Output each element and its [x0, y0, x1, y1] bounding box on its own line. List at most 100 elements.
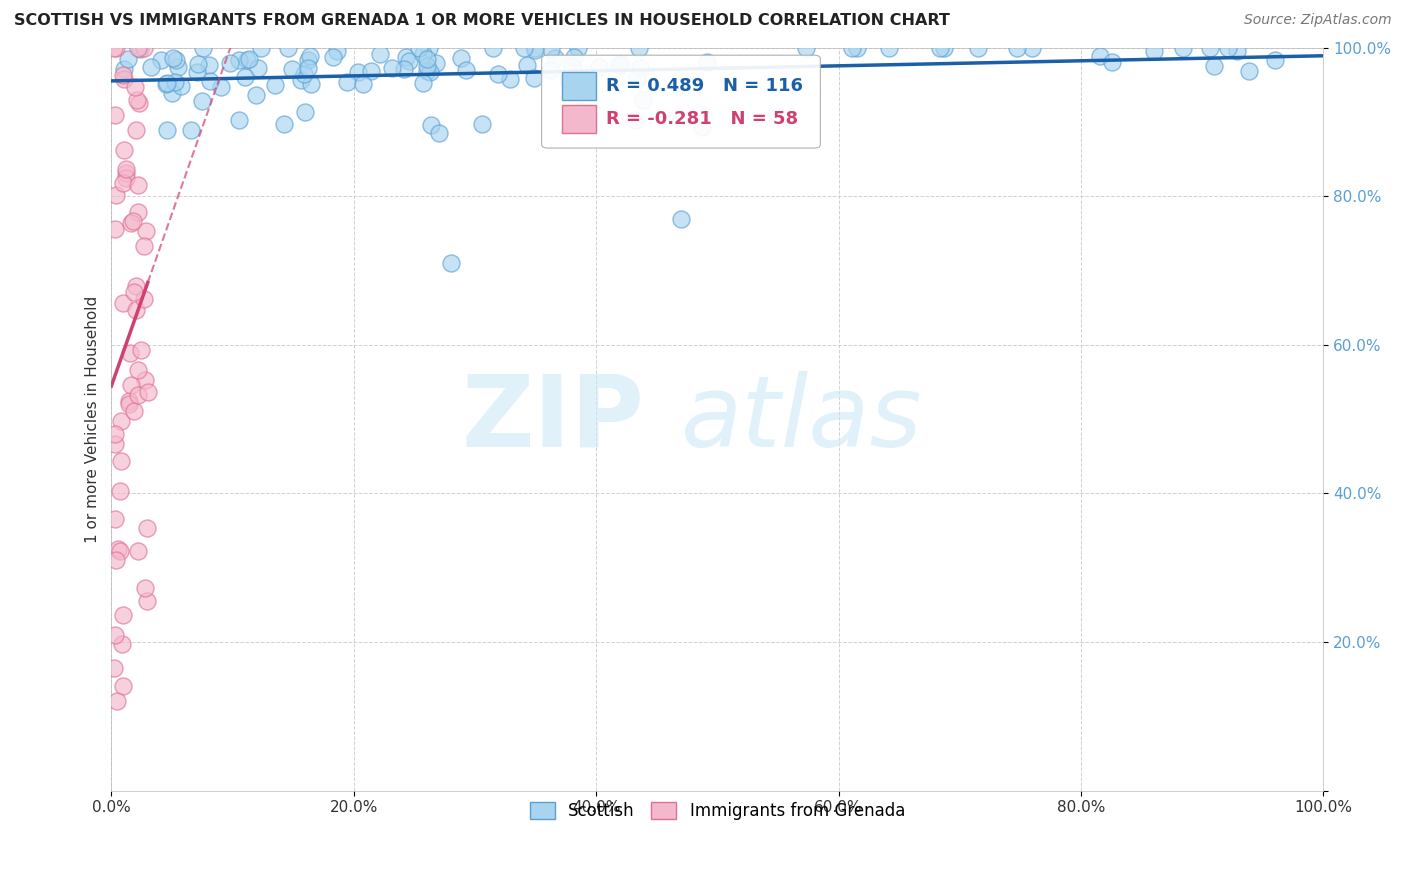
Point — [117, 52, 139, 66]
Point — [124, 279, 146, 293]
Point — [127, 363, 149, 377]
Point — [156, 76, 179, 90]
Point — [112, 71, 135, 86]
Point — [135, 594, 157, 608]
Point — [104, 628, 127, 642]
Point — [561, 59, 583, 73]
Point — [624, 112, 647, 127]
Point — [322, 50, 344, 64]
Point — [1239, 64, 1261, 78]
Legend: Scottish, Immigrants from Grenada: Scottish, Immigrants from Grenada — [523, 796, 911, 827]
Point — [103, 661, 125, 675]
Point — [794, 41, 817, 55]
Point — [134, 373, 156, 387]
Point — [186, 57, 208, 71]
Point — [104, 553, 127, 567]
Point — [236, 53, 259, 67]
Point — [928, 41, 950, 55]
Point — [233, 70, 256, 84]
Point — [416, 59, 439, 73]
Point — [412, 46, 434, 61]
Point — [135, 521, 157, 535]
Point — [326, 44, 349, 58]
Text: R = 0.489   N = 116: R = 0.489 N = 116 — [606, 77, 803, 95]
Point — [120, 216, 142, 230]
Point — [127, 543, 149, 558]
Point — [198, 57, 221, 71]
Point — [110, 454, 132, 468]
Point — [135, 224, 157, 238]
Bar — [562, 105, 596, 133]
Point — [336, 75, 359, 89]
Point — [568, 104, 591, 119]
Point — [114, 166, 136, 180]
Point — [228, 53, 250, 67]
Text: ZIP: ZIP — [461, 371, 644, 467]
Point — [132, 292, 155, 306]
Point — [103, 427, 125, 442]
Point — [513, 41, 536, 55]
Point — [1088, 49, 1111, 63]
Point — [425, 56, 447, 70]
Point — [628, 41, 651, 55]
Point — [118, 394, 141, 409]
Point — [416, 64, 439, 78]
Point — [557, 73, 579, 87]
Point — [352, 77, 374, 91]
Point — [292, 67, 315, 81]
Point — [360, 63, 382, 78]
Point — [543, 52, 565, 66]
Point — [1101, 54, 1123, 69]
Point — [105, 41, 128, 55]
Point — [523, 70, 546, 85]
Point — [120, 378, 142, 392]
Point — [162, 86, 184, 100]
Point — [346, 65, 368, 79]
Text: Source: ZipAtlas.com: Source: ZipAtlas.com — [1244, 13, 1392, 28]
Point — [277, 41, 299, 55]
Point — [524, 43, 547, 57]
Point — [1202, 59, 1225, 73]
Point — [967, 41, 990, 55]
Point — [415, 52, 437, 66]
Point — [127, 41, 149, 55]
Point — [125, 122, 148, 136]
Point — [186, 65, 208, 79]
Point — [516, 58, 538, 72]
Point — [540, 41, 562, 55]
Point — [219, 56, 242, 70]
Point — [1021, 41, 1043, 55]
Point — [105, 187, 128, 202]
Point — [141, 61, 163, 75]
Point — [394, 62, 416, 76]
Point — [125, 302, 148, 317]
Point — [299, 77, 322, 91]
Point — [669, 211, 692, 226]
Point — [155, 77, 177, 91]
Point — [103, 41, 125, 55]
Point — [128, 42, 150, 56]
Point — [191, 95, 214, 109]
FancyBboxPatch shape — [541, 55, 820, 148]
Point — [112, 62, 135, 76]
Point — [107, 541, 129, 556]
Point — [290, 72, 312, 87]
Point — [1143, 45, 1166, 59]
Point — [209, 79, 232, 94]
Point — [626, 71, 648, 86]
Point — [118, 397, 141, 411]
Point — [471, 117, 494, 131]
Point — [568, 75, 591, 89]
Point — [395, 50, 418, 64]
Point — [118, 345, 141, 359]
Point — [104, 107, 127, 121]
Point — [150, 53, 173, 67]
Point — [294, 105, 316, 120]
Point — [103, 436, 125, 450]
Point — [524, 41, 547, 55]
Point — [454, 63, 477, 78]
Point — [124, 404, 146, 418]
Point — [440, 256, 463, 270]
Point — [419, 118, 441, 132]
Point — [567, 41, 589, 55]
